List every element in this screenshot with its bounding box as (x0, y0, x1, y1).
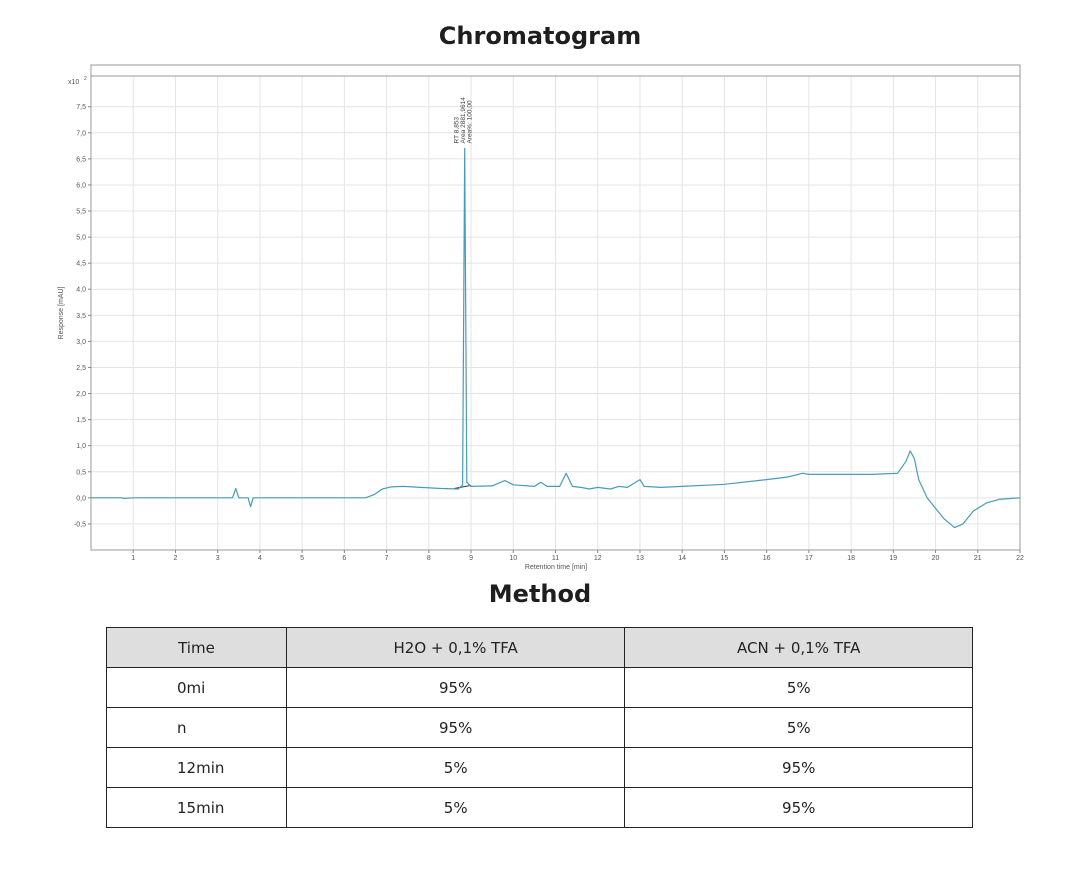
table-header-row: Time H2O + 0,1% TFA ACN + 0,1% TFA (106, 627, 973, 668)
x-tick-label: 10 (509, 555, 517, 562)
x-tick-label: 4 (258, 555, 262, 562)
header-h2o: H2O + 0,1% TFA (285, 627, 626, 668)
x-tick-label: 6 (342, 555, 346, 562)
y-tick-label: 3,5 (76, 313, 86, 320)
x-tick-label: 11 (552, 555, 559, 562)
peak-baseline (454, 484, 472, 489)
x-tick-label: 22 (1016, 555, 1024, 562)
labels: x10 2 Retention time [min] Response [mAU… (58, 76, 1024, 571)
x-tick-label: 7 (385, 555, 389, 562)
x-tick-label: 2 (174, 555, 178, 562)
x-tick-label: 20 (932, 555, 940, 562)
table-row: 15min 5% 95% (106, 787, 973, 828)
chromatogram-chart: x10 2 Retention time [min] Response [mAU… (58, 64, 1024, 571)
y-tick-label: -0,5 (74, 521, 86, 528)
header-time: Time (106, 627, 287, 668)
cell-h2o: 95% (285, 707, 626, 748)
y-tick-label: 6,0 (76, 182, 86, 189)
y-tick-label: 7,0 (76, 130, 86, 137)
y-tick-label: 2,5 (76, 365, 86, 372)
x-tick-label: 12 (594, 555, 602, 562)
y-multiplier-exponent: 2 (84, 76, 87, 82)
x-tick-label: 14 (678, 555, 686, 562)
x-tick-label: 16 (763, 555, 771, 562)
y-tick-label: 4,0 (76, 287, 86, 294)
y-tick-label: 1,0 (76, 443, 86, 450)
cell-h2o: 5% (285, 787, 626, 828)
x-tick-label: 5 (300, 555, 304, 562)
x-tick-label: 19 (889, 555, 897, 562)
x-tick-label: 15 (721, 555, 729, 562)
x-tick-label: 1 (131, 555, 135, 562)
x-tick-label: 3 (216, 555, 220, 562)
peak-annotation: Area%: 100,00 (467, 100, 474, 143)
header-acn: ACN + 0,1% TFA (624, 627, 973, 668)
series-line (91, 147, 1021, 529)
table-row: 12min 5% 95% (106, 747, 973, 788)
table-row: 0mi 95% 5% (106, 667, 973, 708)
cell-time: 12min (106, 747, 287, 788)
x-tick-label: 18 (847, 555, 855, 562)
cell-time: n (106, 707, 287, 748)
table-row: n 95% 5% (106, 707, 973, 748)
cell-acn: 5% (624, 667, 973, 708)
y-tick-label: 5,0 (76, 235, 86, 242)
y-tick-label: 0,5 (76, 469, 86, 476)
x-tick-label: 17 (805, 555, 813, 562)
cell-acn: 95% (624, 747, 973, 788)
y-tick-label: 3,0 (76, 339, 86, 346)
cell-h2o: 95% (285, 667, 626, 708)
grid (91, 76, 1021, 550)
y-multiplier-label: x10 (68, 79, 79, 86)
cell-acn: 95% (624, 787, 973, 828)
y-tick-label: 5,5 (76, 209, 86, 216)
cell-h2o: 5% (285, 747, 626, 788)
x-axis-label: Retention time [min] (525, 564, 587, 571)
y-tick-label: 0,0 (76, 495, 86, 502)
y-tick-label: 2,0 (76, 391, 86, 398)
x-tick-label: 13 (636, 555, 644, 562)
x-tick-label: 8 (427, 555, 431, 562)
x-tick-label: 9 (469, 555, 473, 562)
peak-annotation: RT 8,853 (454, 117, 461, 144)
axes (88, 64, 1021, 553)
method-table: Time H2O + 0,1% TFA ACN + 0,1% TFA 0mi 9… (106, 627, 973, 828)
cell-time: 15min (106, 787, 287, 828)
cell-acn: 5% (624, 707, 973, 748)
peak-annotation: Area 2881,9614 (460, 97, 467, 144)
method-title: Method (488, 580, 592, 608)
y-tick-label: 4,5 (76, 261, 86, 268)
y-tick-label: 7,5 (76, 104, 86, 111)
y-tick-label: 1,5 (76, 417, 86, 424)
y-axis-label: Response [mAU] (58, 286, 65, 339)
y-tick-label: 6,5 (76, 156, 86, 163)
x-tick-label: 21 (974, 555, 982, 562)
chart-title: Chromatogram (438, 22, 642, 50)
cell-time: 0mi (106, 667, 287, 708)
series-layer (91, 147, 1021, 529)
